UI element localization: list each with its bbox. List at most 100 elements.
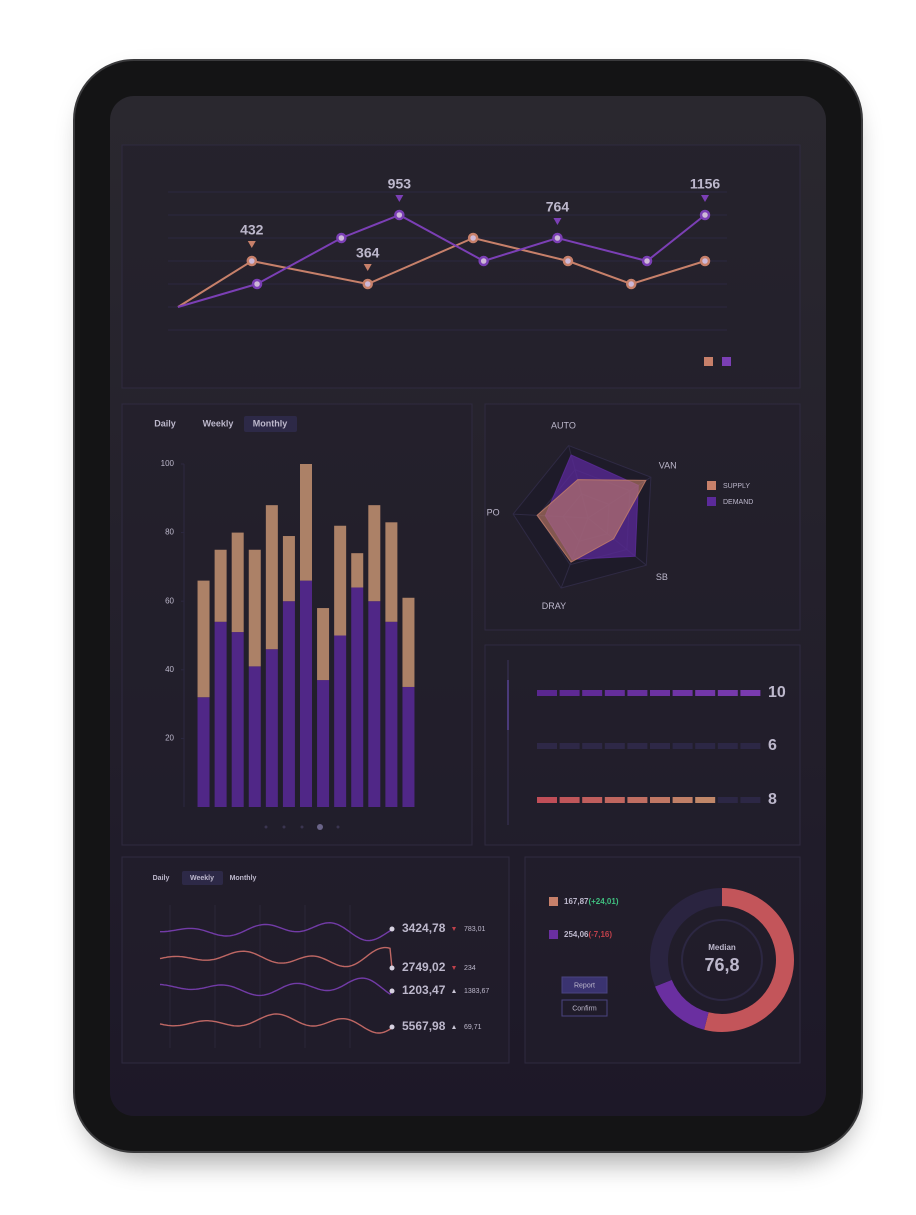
tab[interactable]: Daily xyxy=(154,418,176,428)
point xyxy=(362,278,373,290)
axis-label: AUTO xyxy=(551,421,576,431)
donut-segment xyxy=(704,888,794,1032)
annotation-pointer xyxy=(553,218,562,225)
bar-segment xyxy=(282,536,295,602)
legend-swatch xyxy=(707,481,716,490)
page-dot[interactable] xyxy=(264,825,268,829)
legend-change: (+24,01) xyxy=(588,897,618,906)
progress-segment xyxy=(604,797,625,803)
page-dot[interactable] xyxy=(282,825,286,829)
annotation-pointer xyxy=(363,264,372,271)
bar-segment xyxy=(402,686,415,807)
progress-segment xyxy=(582,743,603,749)
progress-track xyxy=(717,797,738,803)
pagination xyxy=(264,824,340,830)
page-dot[interactable] xyxy=(300,825,304,829)
trend-arrow xyxy=(452,1025,456,1029)
annotation: 432 xyxy=(240,222,264,238)
point xyxy=(336,232,347,244)
point xyxy=(478,255,489,267)
progress-segment xyxy=(604,743,625,749)
bar-segment xyxy=(334,525,347,636)
progress-segment xyxy=(559,743,580,749)
page-dot[interactable] xyxy=(336,825,340,829)
bar-segment xyxy=(248,666,261,807)
radar-area xyxy=(536,479,647,563)
progress-segment xyxy=(695,690,716,696)
progress-segment xyxy=(650,690,670,696)
center-value: 76,8 xyxy=(704,955,739,975)
metric-value: 3424,78 xyxy=(402,921,446,935)
axis-label: DRAY xyxy=(542,601,566,611)
progress-track xyxy=(740,743,761,749)
point xyxy=(641,255,653,267)
sparkline xyxy=(159,1013,393,1034)
tab[interactable]: Monthly xyxy=(253,418,288,428)
progress-segment xyxy=(537,797,557,803)
bar-segment xyxy=(214,549,227,622)
progress-segment xyxy=(537,743,557,749)
legend-label: SUPPLY xyxy=(723,483,750,490)
tab[interactable]: Monthly xyxy=(230,875,257,882)
point xyxy=(251,278,263,290)
tab[interactable]: Weekly xyxy=(203,418,234,428)
button[interactable]: Report xyxy=(574,982,595,989)
donut-inner-ring xyxy=(681,919,763,1001)
sparkline-end xyxy=(389,965,395,971)
annotation-pointer xyxy=(395,195,404,202)
annotation: 953 xyxy=(388,176,412,192)
button-bg[interactable] xyxy=(561,999,608,1017)
legend-number: 167,87 xyxy=(564,897,589,906)
annotation-pointer xyxy=(247,241,256,248)
point xyxy=(552,232,563,244)
point xyxy=(394,209,405,221)
progress-segment xyxy=(582,690,603,696)
tab-active-bg xyxy=(182,871,223,885)
point xyxy=(625,278,637,290)
point xyxy=(246,255,258,267)
button[interactable]: Confirm xyxy=(572,1005,597,1012)
point xyxy=(699,209,711,221)
button-bg[interactable] xyxy=(561,976,608,994)
bar-segment xyxy=(334,635,347,807)
bar-segment xyxy=(385,621,398,807)
axis-label: PO xyxy=(487,507,500,517)
progress-track xyxy=(717,743,738,749)
progress-segment xyxy=(559,690,580,696)
legend-value: 167,87(+24,01) xyxy=(564,897,619,906)
progress-track xyxy=(695,743,716,749)
progress-value: 8 xyxy=(768,791,777,808)
metric-change: 783,01 xyxy=(464,926,486,933)
bar-segment xyxy=(300,464,312,581)
donut-segment xyxy=(655,979,709,1030)
y-tick-label: 100 xyxy=(161,459,175,468)
metric-change: 234 xyxy=(464,965,476,972)
bar-segment xyxy=(197,697,210,807)
legend-label: DEMAND xyxy=(723,499,753,506)
legend-swatch xyxy=(704,357,713,366)
sparkline xyxy=(160,921,393,942)
bar-segment xyxy=(231,532,244,633)
progress-segment xyxy=(582,797,603,803)
trend-arrow xyxy=(452,989,456,993)
bar-segment xyxy=(402,597,415,687)
y-tick-label: 40 xyxy=(165,665,174,674)
panel xyxy=(121,856,510,1064)
metric-value: 5567,98 xyxy=(402,1019,446,1033)
progress-segment xyxy=(740,690,761,696)
tab[interactable]: Daily xyxy=(153,875,170,882)
progress-segment xyxy=(604,690,625,696)
progress-segment xyxy=(717,690,738,696)
bar-segment xyxy=(282,601,295,807)
annotation-pointer xyxy=(701,195,709,202)
metric-value: 1203,47 xyxy=(402,983,446,997)
page-dot[interactable] xyxy=(317,824,323,830)
sparkline xyxy=(159,977,393,997)
legend-value: 254,06(-7,16) xyxy=(564,930,612,939)
tab[interactable]: Weekly xyxy=(190,875,214,882)
center-label: Median xyxy=(708,943,736,952)
bar-segment xyxy=(351,587,364,807)
progress-value: 10 xyxy=(768,684,786,701)
legend-change: (-7,16) xyxy=(588,930,612,939)
